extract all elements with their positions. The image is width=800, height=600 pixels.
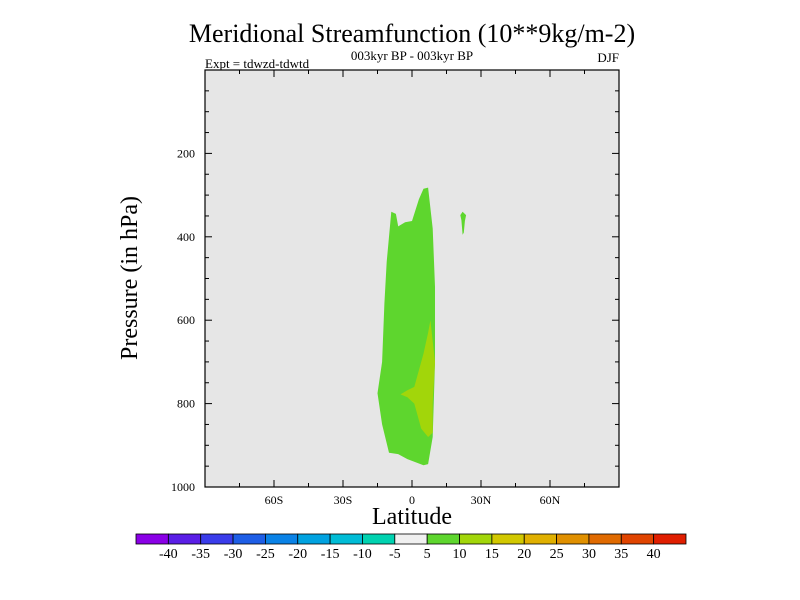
x-tick-label: 0 xyxy=(409,493,415,507)
colorbar-label: -5 xyxy=(389,547,401,562)
contour-region-2 xyxy=(460,211,467,235)
colorbar-swatch xyxy=(167,533,202,545)
colorbar-swatch xyxy=(362,533,396,545)
colorbar-swatch xyxy=(329,533,363,545)
x-tick-label: 60S xyxy=(265,493,284,507)
colorbar-swatch xyxy=(265,533,299,545)
colorbar-label: -20 xyxy=(288,547,307,562)
x-tick-label: 30S xyxy=(334,493,353,507)
chart-subtitle-center: 003kyr BP - 003kyr BP xyxy=(351,48,473,63)
x-axis-label: Latitude xyxy=(372,504,452,530)
colorbar-swatch xyxy=(620,533,655,545)
colorbar-swatch xyxy=(556,533,590,545)
colorbar-swatch xyxy=(394,533,428,545)
y-tick-label: 800 xyxy=(177,397,195,411)
colorbar-label: -30 xyxy=(224,547,243,562)
y-tick-label: 400 xyxy=(177,230,195,244)
y-axis-label: Pressure (in hPa) xyxy=(117,196,143,360)
colorbar-label: 10 xyxy=(453,547,467,562)
colorbar-label: 25 xyxy=(550,547,564,562)
chart-title: Meridional Streamfunction (10**9kg/m-2) xyxy=(189,19,635,48)
colorbar-label: 35 xyxy=(614,547,628,562)
colorbar-label: 40 xyxy=(647,547,661,562)
colorbar: -40 -35 -30 -25 -20 -15 -10 -5 5 10 15 20 25 30 35 40 xyxy=(135,533,687,562)
colorbar-swatch xyxy=(232,533,266,545)
colorbar-label: -15 xyxy=(321,547,340,562)
chart-subtitle-left: Expt = tdwzd-tdwtd xyxy=(205,56,310,71)
colorbar-label: -35 xyxy=(191,547,210,562)
colorbar-label: 20 xyxy=(517,547,531,562)
contour-layer xyxy=(377,187,467,466)
colorbar-swatch xyxy=(135,533,169,545)
y-tick-label: 200 xyxy=(177,146,195,160)
contour-region-1 xyxy=(400,320,435,437)
colorbar-swatch xyxy=(491,533,525,545)
colorbar-label: 5 xyxy=(424,547,431,562)
tick-layer: 60S 30S 0 30N 60N 200 400 600 800 1000 xyxy=(171,70,619,507)
x-tick-label: 60N xyxy=(540,493,561,507)
y-tick-label: 600 xyxy=(177,313,195,327)
colorbar-label: 30 xyxy=(582,547,596,562)
colorbar-swatch xyxy=(426,533,460,545)
colorbar-swatch xyxy=(459,533,493,545)
colorbar-label: 15 xyxy=(485,547,499,562)
colorbar-swatch xyxy=(200,533,234,545)
colorbar-label: -10 xyxy=(353,547,372,562)
colorbar-swatch xyxy=(653,533,687,545)
colorbar-swatch xyxy=(588,533,622,545)
colorbar-swatch xyxy=(523,533,557,545)
y-tick-label: 1000 xyxy=(171,480,195,494)
colorbar-label: -40 xyxy=(159,547,178,562)
colorbar-label: -25 xyxy=(256,547,275,562)
colorbar-swatch xyxy=(297,533,331,545)
x-tick-label: 30N xyxy=(471,493,492,507)
chart-subtitle-right: DJF xyxy=(597,50,619,65)
